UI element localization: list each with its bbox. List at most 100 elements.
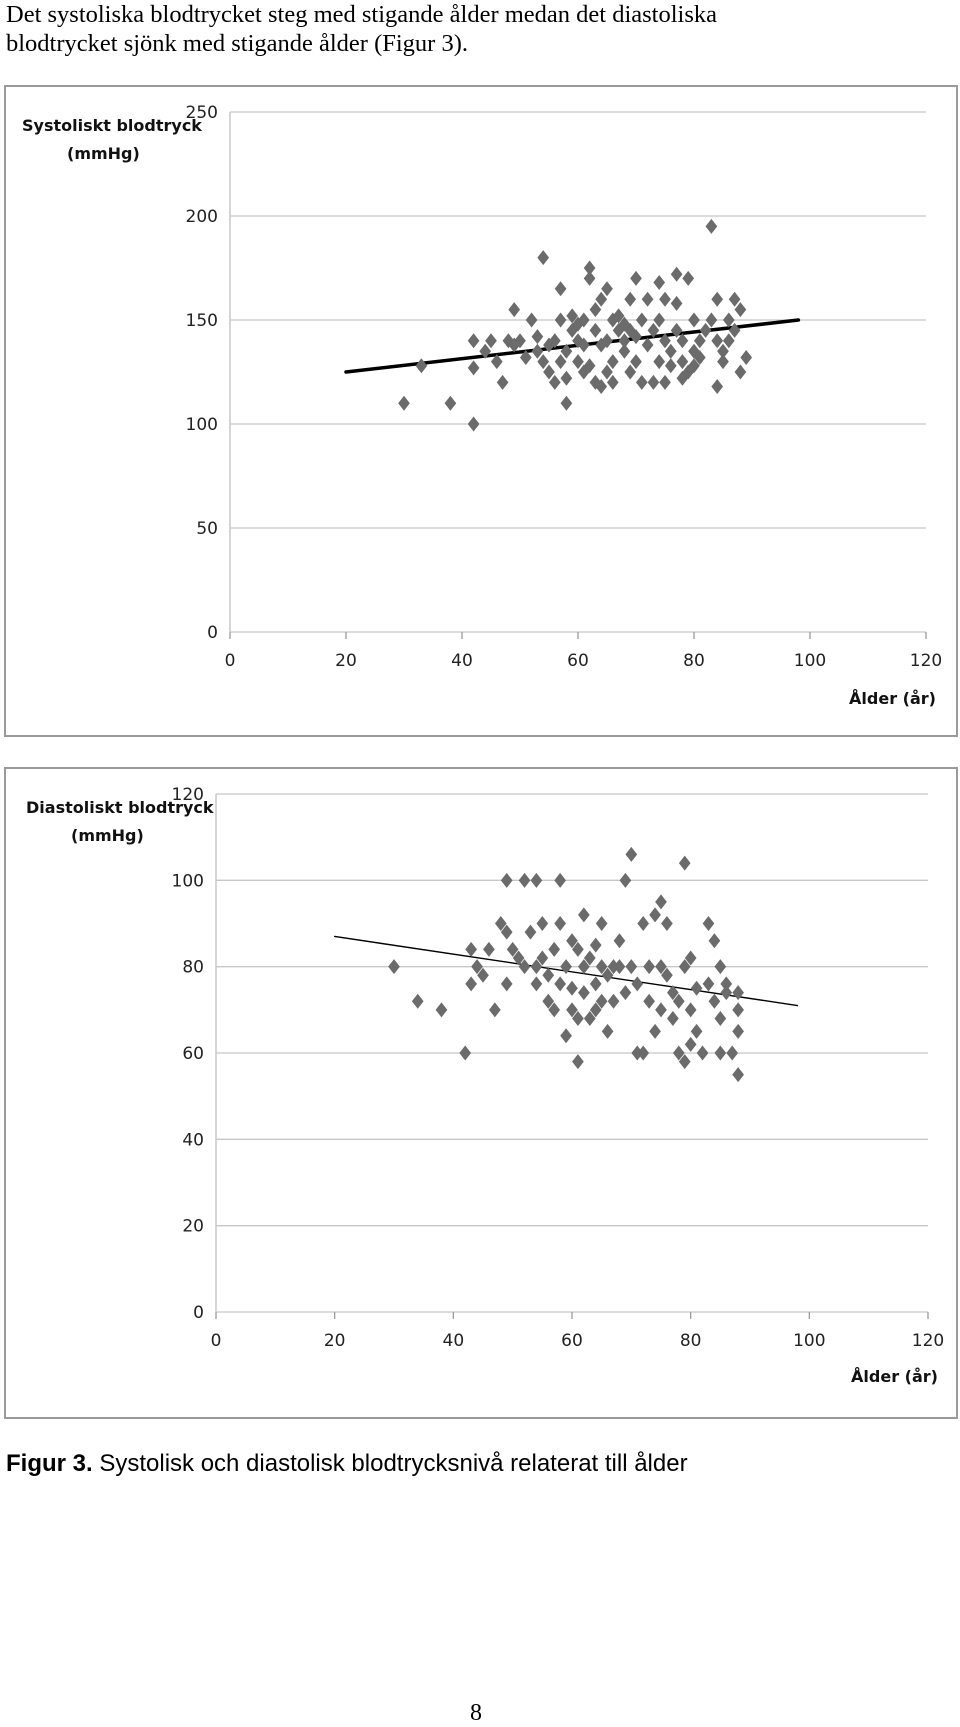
figure-caption: Figur 3. Systolisk och diastolisk blodtr… (6, 1450, 688, 1478)
data-point (398, 395, 410, 411)
data-point (647, 322, 660, 338)
data-point (630, 354, 642, 370)
x-tick-label: 40 (451, 651, 473, 671)
y-tick-label: 80 (182, 958, 204, 978)
y-tick-label: 200 (186, 207, 218, 227)
data-point (630, 329, 642, 345)
y-axis-title-line-2: (mmHg) (71, 826, 144, 845)
intro-paragraph: Det systoliska blodtrycket steg med stig… (6, 0, 946, 58)
data-point (702, 976, 715, 992)
data-point (512, 950, 525, 966)
x-tick-label: 120 (910, 651, 942, 671)
data-point (667, 985, 679, 1001)
data-point (637, 916, 650, 931)
data-point (496, 374, 509, 390)
data-point (601, 967, 614, 983)
data-point (722, 312, 735, 328)
data-point (732, 1023, 744, 1039)
data-point (607, 993, 620, 1009)
data-point (661, 967, 673, 983)
data-point (732, 1002, 744, 1018)
data-point (583, 270, 596, 286)
diastolic-chart: 0 20 40 60 80 100 120 0 20 40 60 80 100 120 Diastolisk… (4, 767, 958, 1419)
y-axis-title-line-1: Systoliskt blodtryck (22, 116, 202, 135)
intro-line-1: Det systoliska blodtrycket steg med stig… (6, 1, 718, 28)
systolic-chart: 0 50 100 150 200 250 0 20 40 60 80 100 120 Systoliskt… (4, 85, 958, 737)
data-point (494, 916, 507, 931)
data-point (537, 250, 550, 266)
data-point (595, 959, 608, 975)
data-point (678, 959, 691, 975)
x-tick-label: 20 (324, 1331, 346, 1351)
data-point (659, 291, 671, 307)
data-point (525, 312, 538, 328)
x-tick-label: 60 (567, 651, 589, 671)
x-tick-label: 20 (335, 651, 357, 671)
data-point (637, 1045, 650, 1061)
y-tick-label: 250 (186, 103, 218, 123)
data-point (705, 312, 718, 328)
data-point (467, 360, 480, 376)
data-point (542, 993, 555, 1009)
data-point (560, 395, 573, 411)
data-point (613, 933, 626, 949)
y-tick-label: 0 (193, 1303, 204, 1323)
data-point (514, 333, 526, 349)
data-point (589, 1002, 602, 1018)
data-point (589, 302, 602, 318)
data-point (732, 985, 744, 1001)
y-tick-label: 20 (182, 1217, 204, 1237)
data-point (560, 370, 573, 386)
data-point (500, 976, 513, 992)
data-point (542, 967, 555, 983)
data-point (589, 322, 602, 338)
x-tick-label: 120 (912, 1331, 944, 1351)
data-point (717, 354, 729, 370)
data-point (655, 894, 667, 910)
data-point (641, 337, 654, 353)
data-point (606, 354, 619, 370)
data-point (589, 937, 602, 953)
x-tick-label: 0 (211, 1331, 222, 1351)
data-point (732, 1067, 744, 1083)
data-point (720, 976, 733, 992)
data-point (601, 333, 613, 349)
data-point (489, 1002, 501, 1018)
data-point (519, 349, 532, 365)
data-point (518, 872, 531, 888)
data-point (572, 941, 584, 957)
x-tick-label: 40 (443, 1331, 465, 1351)
data-point (583, 1010, 596, 1026)
data-point (572, 1054, 584, 1070)
data-point (690, 1023, 703, 1039)
data-point (477, 967, 489, 983)
data-point (641, 291, 654, 307)
y-tick-label: 40 (182, 1130, 204, 1150)
data-point (734, 302, 747, 318)
data-point (607, 959, 620, 975)
data-point (702, 916, 715, 931)
data-point (647, 374, 660, 390)
data-point (635, 374, 648, 390)
data-point (655, 1002, 667, 1018)
data-point (560, 959, 572, 975)
data-point (659, 333, 671, 349)
data-point (714, 1010, 727, 1026)
data-point (670, 295, 683, 311)
data-point (548, 941, 561, 957)
data-point (583, 358, 596, 374)
data-point (465, 941, 477, 957)
data-point (554, 976, 566, 992)
data-point (670, 266, 683, 282)
data-point (728, 291, 741, 307)
x-tick-label: 60 (561, 1331, 583, 1351)
page-number: 8 (470, 1700, 482, 1726)
data-point (659, 374, 671, 390)
data-point (485, 333, 497, 349)
data-point (500, 872, 513, 888)
data-point (554, 872, 566, 888)
data-point (500, 924, 513, 940)
data-point (720, 985, 733, 1001)
data-point (577, 312, 590, 328)
data-point (678, 1054, 691, 1070)
